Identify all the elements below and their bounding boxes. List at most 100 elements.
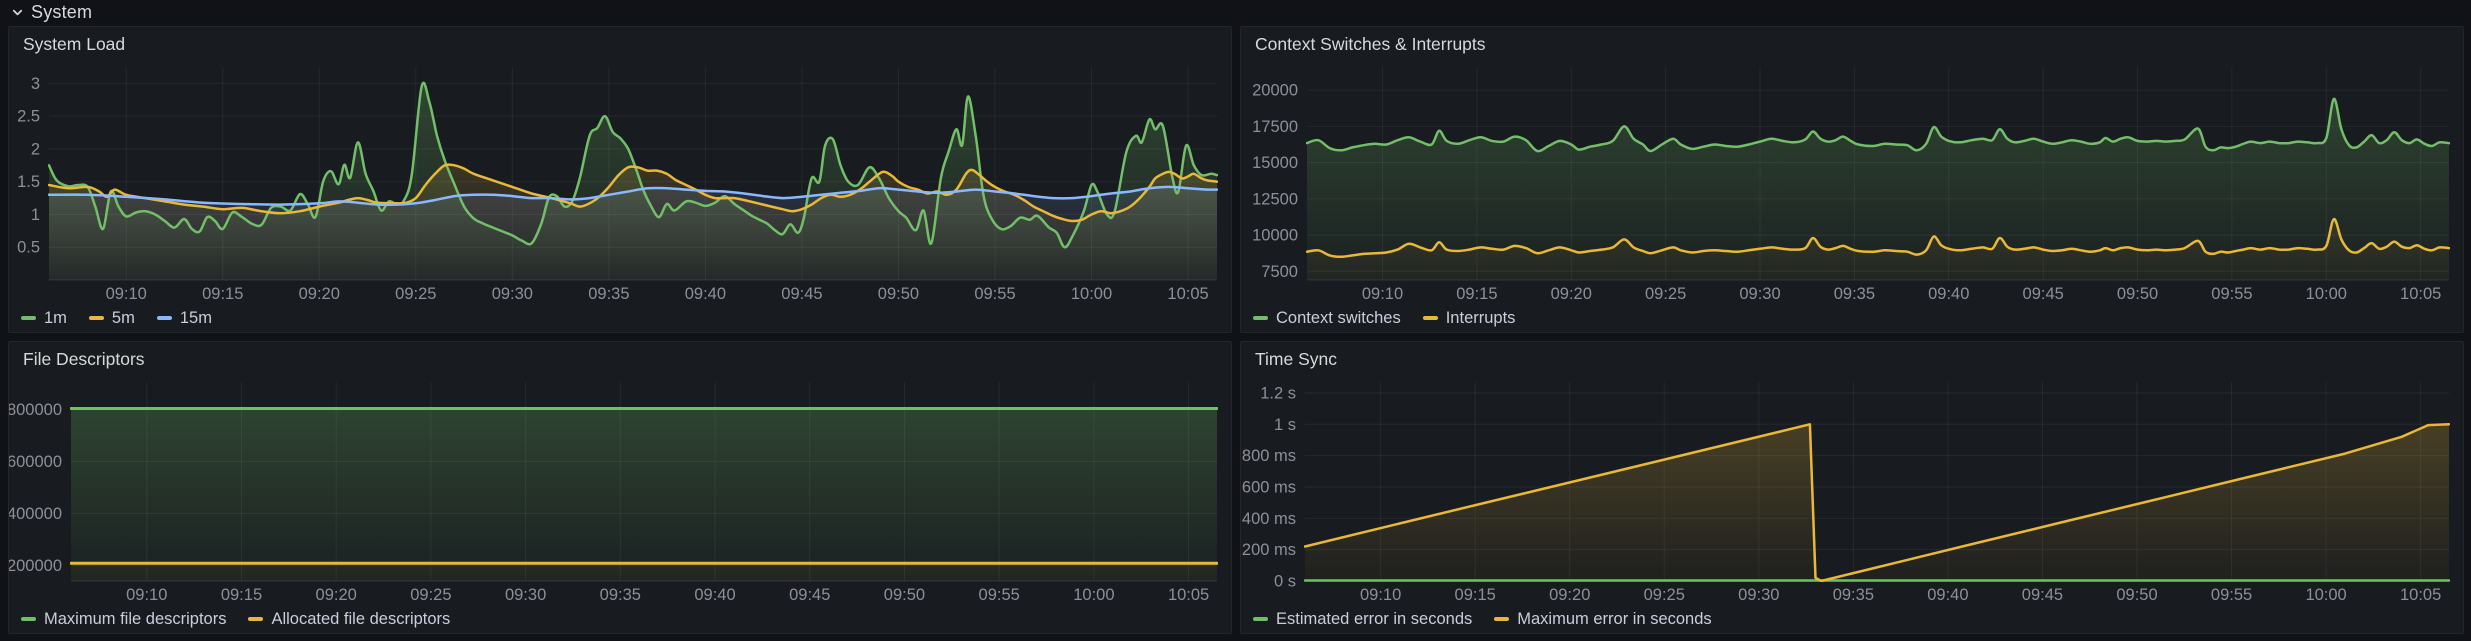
y-axis-tick-label: 7500 [1261,263,1298,281]
x-axis-tick-label: 09:20 [1551,285,1592,303]
x-axis-tick-label: 09:20 [316,586,357,604]
panel-time-sync: Time Sync 0 s 200 ms 400 ms 600 ms 800 ms 1 s 1… [1240,341,2464,634]
x-axis-tick-label: 09:35 [1833,586,1874,604]
grafana-dashboard: System System Load0.511.522.5309:1009:15… [0,0,2471,641]
x-axis-tick-label: 09:45 [781,285,822,303]
legend-label: Context switches [1276,309,1401,328]
x-axis-tick-label: 10:05 [2400,285,2441,303]
legend-label: Allocated file descriptors [271,610,450,629]
panel-title[interactable]: Context Switches & Interrupts [1241,27,2463,61]
x-axis-tick-label: 09:20 [299,285,340,303]
legend-item-interrupts[interactable]: Interrupts [1423,309,1516,328]
x-axis-tick-label: 10:00 [2306,285,2347,303]
panel-legend: Context switches Interrupts [1241,304,2463,336]
x-axis-tick-label: 09:10 [126,586,167,604]
x-axis-tick-label: 09:10 [1362,285,1403,303]
chart-area[interactable]: 0 s 200 ms 400 ms 600 ms 800 ms 1 s 1.2 s 09:10… [1241,376,2463,605]
legend-item-1m[interactable]: 1m [21,309,67,328]
panel-title[interactable]: File Descriptors [9,342,1231,376]
y-axis-tick-label: 0.5 [17,239,40,257]
legend-item-maximum-file-descriptors[interactable]: Maximum file descriptors [21,610,226,629]
x-axis-tick-label: 09:30 [1738,586,1779,604]
x-axis-tick-label: 09:30 [505,586,546,604]
x-axis-tick-label: 09:55 [2211,586,2252,604]
y-axis-tick-label: 800 ms [1242,447,1296,465]
x-axis-tick-label: 09:40 [694,586,735,604]
legend-series-color-marker [157,316,172,320]
y-axis-tick-label: 1.5 [17,173,40,191]
legend-label: 15m [180,309,212,328]
x-axis-tick-label: 10:05 [2400,586,2441,604]
y-axis-tick-label: 200 ms [1242,541,1296,559]
chevron-down-icon [10,5,25,20]
y-axis-tick-label: 1.2 s [1260,384,1296,402]
legend-series-color-marker [21,617,36,621]
y-axis-tick-label: 400 ms [1242,510,1296,528]
chart-area[interactable]: 0.511.522.5309:1009:1509:2009:2509:3009:… [9,61,1231,304]
x-axis-tick-label: 09:35 [588,285,629,303]
x-axis-tick-label: 09:45 [789,586,830,604]
legend-label: 1m [44,309,67,328]
legend-label: Interrupts [1446,309,1516,328]
x-axis-tick-label: 09:40 [685,285,726,303]
legend-item-allocated-file-descriptors[interactable]: Allocated file descriptors [248,610,450,629]
y-axis-tick-label: 400000 [9,505,62,523]
x-axis-tick-label: 09:40 [1927,586,1968,604]
legend-item-context-switches[interactable]: Context switches [1253,309,1401,328]
y-axis-tick-label: 1 [31,206,40,224]
x-axis-tick-label: 09:10 [1360,586,1401,604]
panel-legend: 1m 5m 15m [9,304,1231,336]
y-axis-tick-label: 1 s [1274,416,1296,434]
legend-series-color-marker [1253,316,1268,320]
series-fill-2 [1305,424,2449,581]
x-axis-tick-label: 09:15 [1455,586,1496,604]
x-axis-tick-label: 09:15 [202,285,243,303]
chart-area[interactable]: 7500100001250015000175002000009:1009:150… [1241,61,2463,304]
panel-context-switches-interrupts: Context Switches & Interrupts75001000012… [1240,26,2464,333]
y-axis-tick-label: 200000 [9,557,62,575]
x-axis-tick-label: 09:25 [1644,586,1685,604]
row-title: System [31,2,92,23]
legend-series-color-marker [1253,617,1268,621]
panel-system-load: System Load0.511.522.5309:1009:1509:2009… [8,26,1232,333]
legend-series-color-marker [89,316,104,320]
legend-item-estimated-error-in-seconds[interactable]: Estimated error in seconds [1253,610,1472,629]
x-axis-tick-label: 09:35 [1834,285,1875,303]
series-fill-1 [71,409,1217,582]
legend-series-color-marker [248,617,263,621]
x-axis-tick-label: 09:45 [2023,285,2064,303]
x-axis-tick-label: 09:30 [492,285,533,303]
legend-label: Maximum file descriptors [44,610,226,629]
y-axis-tick-label: 2.5 [17,108,40,126]
x-axis-tick-label: 09:40 [1928,285,1969,303]
x-axis-tick-label: 10:00 [2305,586,2346,604]
legend-item-15m[interactable]: 15m [157,309,212,328]
legend-item-maximum-error-in-seconds[interactable]: Maximum error in seconds [1494,610,1711,629]
x-axis-tick-label: 09:50 [2117,285,2158,303]
x-axis-tick-label: 09:20 [1549,586,1590,604]
panel-title[interactable]: Time Sync [1241,342,2463,376]
y-axis-tick-label: 0 s [1274,573,1296,591]
x-axis-tick-label: 09:50 [884,586,925,604]
panel-title[interactable]: System Load [9,27,1231,61]
x-axis-tick-label: 09:55 [979,586,1020,604]
y-axis-tick-label: 12500 [1252,190,1298,208]
legend-label: 5m [112,309,135,328]
x-axis-tick-label: 09:25 [1645,285,1686,303]
series-fill-2 [71,563,1217,581]
x-axis-tick-label: 10:05 [1168,586,1209,604]
y-axis-tick-label: 20000 [1252,82,1298,100]
chart-area[interactable]: 20000040000060000080000009:1009:1509:200… [9,376,1231,605]
panel-file-descriptors: File Descriptors200000400000600000800000… [8,341,1232,634]
x-axis-tick-label: 10:00 [1073,586,1114,604]
panel-legend: Maximum file descriptors Allocated file d… [9,605,1231,637]
y-axis-tick-label: 600000 [9,453,62,471]
x-axis-tick-label: 09:15 [1456,285,1497,303]
y-axis-tick-label: 600 ms [1242,478,1296,496]
y-axis-tick-label: 3 [31,75,40,93]
x-axis-tick-label: 09:50 [878,285,919,303]
panel-legend: Estimated error in seconds Maximum error … [1241,605,2463,637]
legend-item-5m[interactable]: 5m [89,309,135,328]
row-header-system[interactable]: System [10,0,92,24]
x-axis-tick-label: 09:55 [974,285,1015,303]
